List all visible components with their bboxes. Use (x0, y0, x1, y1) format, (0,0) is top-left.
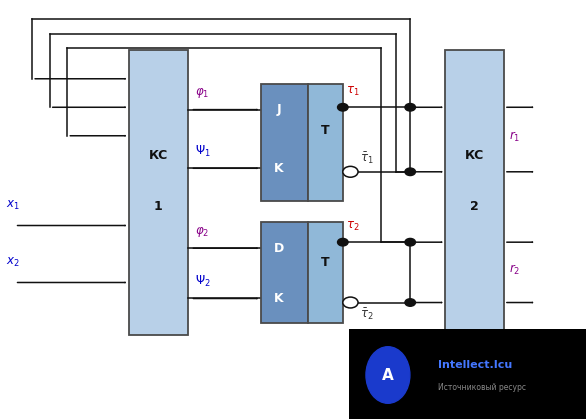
Text: K: K (274, 162, 284, 175)
Circle shape (343, 166, 358, 177)
Text: $\tau_1$: $\tau_1$ (346, 85, 359, 98)
Text: Источниковый ресурс: Источниковый ресурс (438, 383, 526, 392)
Text: КС: КС (149, 149, 168, 162)
FancyBboxPatch shape (129, 50, 188, 335)
FancyBboxPatch shape (445, 50, 504, 335)
FancyBboxPatch shape (308, 84, 343, 201)
Text: $\bar{\tau}_2$: $\bar{\tau}_2$ (360, 307, 374, 322)
Circle shape (405, 103, 415, 111)
Text: T: T (321, 124, 329, 137)
FancyBboxPatch shape (261, 84, 308, 201)
FancyBboxPatch shape (308, 222, 343, 323)
Circle shape (405, 168, 415, 176)
Text: $x_1$: $x_1$ (6, 199, 19, 212)
Text: $\bar{\tau}_1$: $\bar{\tau}_1$ (360, 150, 374, 166)
Circle shape (343, 297, 358, 308)
Text: $r_1$: $r_1$ (509, 130, 520, 145)
Circle shape (405, 299, 415, 306)
Text: КС: КС (465, 149, 484, 162)
Text: 2: 2 (471, 200, 479, 214)
Ellipse shape (366, 347, 410, 403)
Text: $\Psi_2$: $\Psi_2$ (195, 274, 210, 289)
Text: $\Psi_1$: $\Psi_1$ (195, 144, 210, 159)
Text: $r_2$: $r_2$ (509, 263, 520, 277)
Text: J: J (276, 103, 281, 116)
FancyBboxPatch shape (261, 222, 308, 323)
Circle shape (338, 103, 348, 111)
Text: $\varphi_1$: $\varphi_1$ (195, 86, 209, 101)
Circle shape (338, 238, 348, 246)
Text: 1: 1 (154, 200, 162, 214)
Text: T: T (321, 256, 329, 269)
Circle shape (405, 238, 415, 246)
Text: K: K (274, 292, 284, 305)
Text: $\tau_2$: $\tau_2$ (346, 220, 359, 233)
Text: $\varphi_2$: $\varphi_2$ (195, 225, 209, 239)
Text: Intellect.Icu: Intellect.Icu (438, 360, 513, 370)
Text: D: D (274, 242, 284, 255)
Text: $x_2$: $x_2$ (6, 256, 19, 269)
Bar (349, 329, 586, 419)
Text: A: A (382, 367, 394, 383)
